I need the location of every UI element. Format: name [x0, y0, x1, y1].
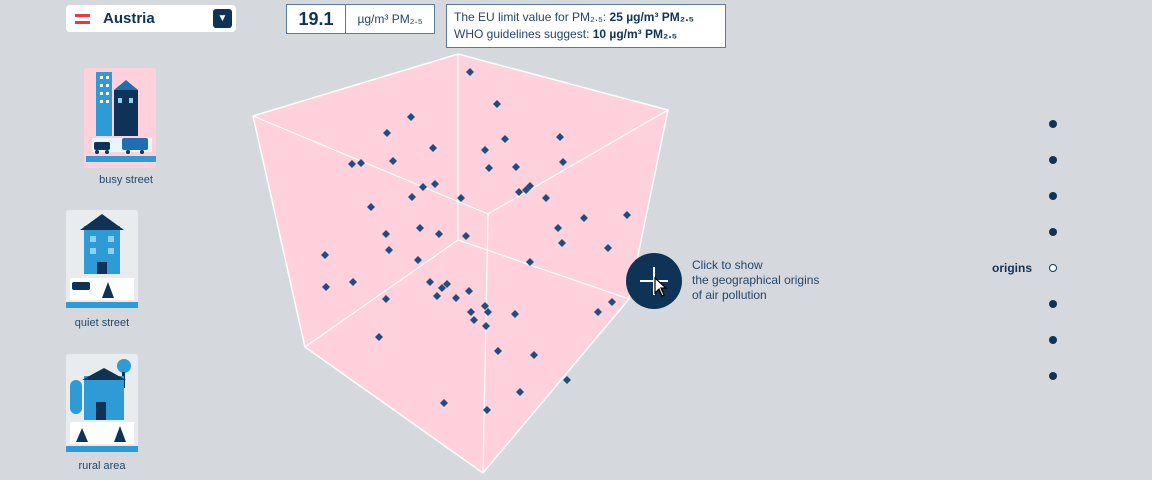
particle-dot [485, 164, 493, 172]
nav-dot[interactable] [1049, 228, 1057, 236]
cube-back-face [252, 53, 669, 475]
particle-dot [501, 135, 509, 143]
particle-dot [481, 146, 489, 154]
particle-dot [435, 230, 443, 238]
scenario-quiet-street[interactable] [66, 208, 138, 315]
particle-dot [348, 160, 356, 168]
nav-dot[interactable] [1049, 372, 1057, 380]
who-guideline-value: 10 µg/m³ PM₂.₅ [592, 27, 678, 41]
particle-dot [367, 203, 375, 211]
triangle-down-icon[interactable]: ▼ [213, 9, 232, 28]
particle-dot [512, 163, 520, 171]
particle-dot [440, 399, 448, 407]
particle-dot [623, 211, 631, 219]
hint-line: the geographical origins [692, 273, 820, 287]
particle-dot [452, 294, 460, 302]
particle-dot [515, 188, 523, 196]
particle-dot [526, 182, 534, 190]
particle-dot [483, 406, 491, 414]
house-trees-icon [66, 354, 138, 452]
country-name: Austria [103, 10, 155, 27]
particle-dot [493, 100, 501, 108]
pm-value-box: 19.1 µg/m³ PM₂.₅ [286, 4, 435, 34]
particle-dot [580, 214, 588, 222]
nav-label-origins: origins [992, 261, 1033, 275]
particle-dot [357, 159, 365, 167]
who-guideline-text: WHO guidelines suggest: [454, 27, 590, 41]
nav-dot[interactable] [1049, 192, 1057, 200]
particle-dot [466, 68, 474, 76]
house-car-tree-icon [66, 210, 138, 308]
particle-dot [559, 158, 567, 166]
particle-dot [481, 302, 489, 310]
particle-dot [438, 284, 446, 292]
particle-dot [382, 230, 390, 238]
particle-dot [321, 251, 329, 259]
particle-dot [426, 278, 434, 286]
austria-flag-icon [75, 14, 90, 24]
limits-info: The EU limit value for PM₂.₅: 25 µg/m³ P… [446, 4, 726, 48]
particle-dot [608, 298, 616, 306]
scenario-label-rural-area: rural area [78, 460, 126, 472]
hint-line: of air pollution [692, 288, 767, 302]
particle-dot [558, 239, 566, 247]
particle-dot [433, 292, 441, 300]
pm-value-number: 19.1 [287, 5, 346, 33]
hint-line: Click to show [692, 258, 763, 272]
particle-dot [467, 308, 475, 316]
particle-dot [407, 113, 415, 121]
nav-dot[interactable] [1049, 300, 1057, 308]
particle-dot [484, 308, 492, 316]
particle-dot [530, 351, 538, 359]
scenario-label-busy-street: busy street [99, 174, 153, 186]
particle-dot [429, 144, 437, 152]
particle-dot [594, 308, 602, 316]
particle-dot [556, 133, 564, 141]
country-dropdown[interactable]: Austria ▼ [66, 5, 236, 32]
nav-dot[interactable] [1049, 336, 1057, 344]
particle-dot [431, 180, 439, 188]
particle-dot [382, 295, 390, 303]
origins-hint: Click to show the geographical origins o… [692, 258, 852, 303]
particle-dot [482, 322, 490, 330]
particle-dot [443, 280, 451, 288]
particle-dot [542, 194, 550, 202]
particle-dot [419, 183, 427, 191]
particle-dot [375, 333, 383, 341]
particle-dot [349, 278, 357, 286]
eu-limit-value: 25 µg/m³ PM₂.₅ [609, 10, 694, 24]
particle-dot [526, 258, 534, 266]
particle-dot [470, 316, 478, 324]
scenario-busy-street[interactable] [66, 62, 156, 175]
particles [321, 68, 631, 414]
nav-dot[interactable] [1049, 156, 1057, 164]
city-traffic-icon [84, 68, 156, 168]
particle-dot [494, 347, 502, 355]
particle-dot [414, 256, 422, 264]
nav-dot-origins[interactable] [1049, 264, 1057, 272]
plus-button[interactable] [626, 253, 682, 309]
particle-dot [563, 376, 571, 384]
particle-dot [383, 129, 391, 137]
cube-edges [252, 54, 669, 474]
particle-dot [408, 193, 416, 201]
particle-dot [389, 157, 397, 165]
particle-dot [465, 287, 473, 295]
scenario-rural-area[interactable] [66, 352, 138, 459]
pm-value-unit: µg/m³ PM₂.₅ [357, 12, 423, 26]
eu-limit-text: The EU limit value for PM₂.₅: [454, 10, 607, 24]
scenario-label-quiet-street: quiet street [74, 317, 130, 329]
particle-dot [462, 232, 470, 240]
nav-dot[interactable] [1049, 120, 1057, 128]
particle-dot [457, 194, 465, 202]
cursor-icon [654, 277, 668, 297]
particle-dot [516, 388, 524, 396]
particle-dot [554, 224, 562, 232]
particle-dot [416, 224, 424, 232]
particle-dot [511, 310, 519, 318]
particle-dot [322, 283, 330, 291]
particle-dot [385, 246, 393, 254]
particle-dot [604, 244, 612, 252]
